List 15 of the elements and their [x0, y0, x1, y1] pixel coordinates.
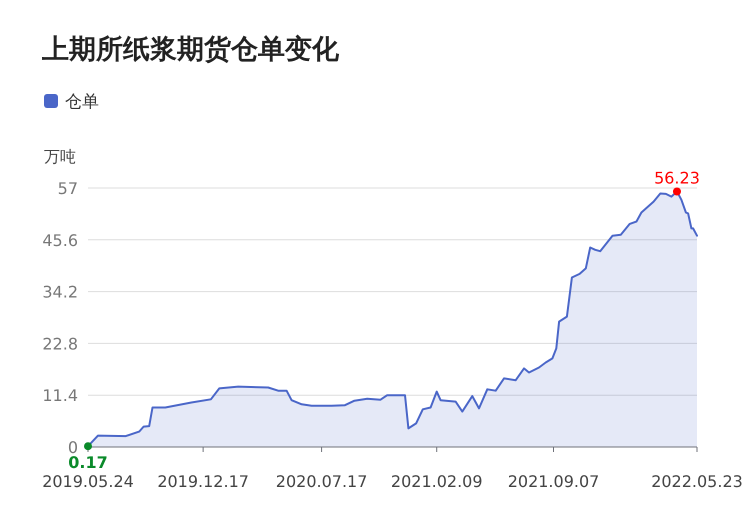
- y-axis-title: 万吨: [44, 147, 76, 166]
- y-tick-label: 34.2: [42, 282, 78, 302]
- x-tick-label: 2020.07.17: [276, 472, 368, 491]
- chart-title: 上期所纸浆期货仓单变化: [41, 34, 340, 65]
- x-tick-label: 2019.05.24: [42, 472, 134, 491]
- annotation: 56.23: [654, 168, 700, 188]
- x-tick-label: 2021.09.07: [508, 472, 600, 491]
- y-tick-label: 45.6: [42, 230, 78, 250]
- y-tick-label: 11.4: [42, 386, 78, 406]
- legend-label: 仓单: [65, 92, 99, 112]
- x-tick-label: 2021.02.09: [390, 472, 483, 491]
- y-tick-label: 57: [58, 179, 78, 198]
- y-tick-label: 22.8: [42, 334, 78, 354]
- x-tick-label: 2022.05.23: [651, 472, 743, 491]
- x-tick-label: 2019.12.17: [157, 472, 249, 491]
